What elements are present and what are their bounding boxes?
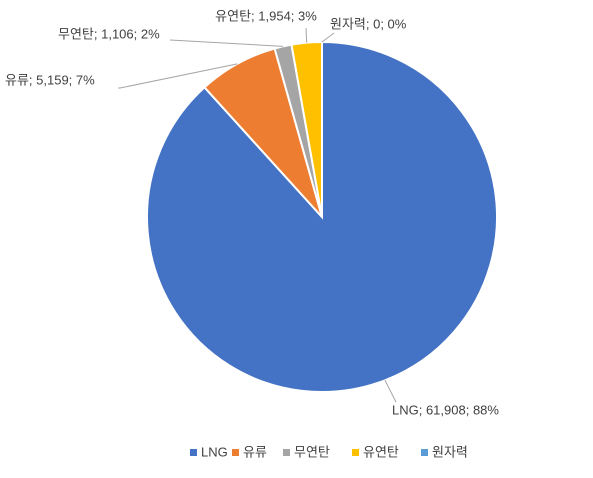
leader-line: [384, 380, 397, 403]
legend-label: 무연탄: [294, 444, 330, 459]
legend-label: 유류: [243, 444, 267, 459]
legend-label: 원자력: [432, 444, 468, 459]
legend-label: 유연탄: [363, 444, 399, 459]
legend-label: LNG: [201, 444, 228, 459]
legend-marker: [190, 449, 197, 456]
data-label: 유연탄; 1,954; 3%: [215, 8, 317, 23]
data-label: 무연탄; 1,106; 2%: [58, 26, 160, 41]
leader-line: [169, 39, 284, 47]
leader-line: [321, 32, 335, 43]
leader-line: [305, 27, 308, 43]
legend-marker: [421, 449, 428, 456]
data-label: 유류; 5,159; 7%: [5, 72, 95, 87]
data-label: LNG; 61,908; 88%: [392, 402, 499, 417]
leader-line: [118, 63, 238, 89]
legend-marker: [352, 449, 359, 456]
data-label: 원자력; 0; 0%: [330, 16, 407, 31]
legend-marker: [232, 449, 239, 456]
legend-marker: [283, 449, 290, 456]
